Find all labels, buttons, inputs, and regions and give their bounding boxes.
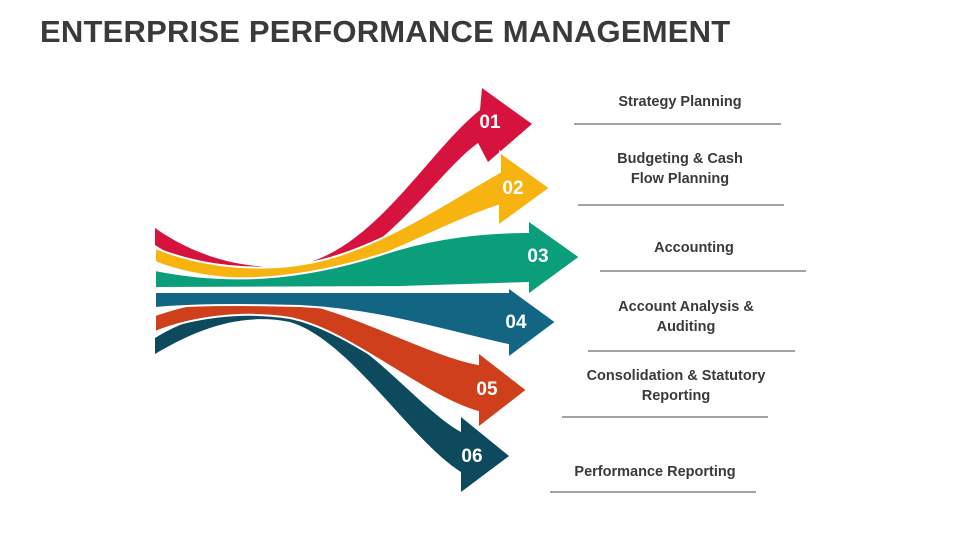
step-label: Flow Planning	[631, 171, 729, 187]
step-number: 06	[461, 446, 482, 467]
step-number: 03	[527, 246, 548, 267]
step-label: Strategy Planning	[618, 94, 741, 110]
title: ENTERPRISE PERFORMANCE MANAGEMENT	[40, 14, 731, 49]
arrow-01	[155, 88, 532, 277]
step-label: Reporting	[642, 388, 710, 404]
step-label: Accounting	[654, 240, 734, 256]
step-label: Account Analysis &	[618, 299, 754, 315]
step-label: Performance Reporting	[574, 464, 735, 480]
step-label: Consolidation & Statutory	[587, 368, 766, 384]
step-number: 05	[476, 379, 498, 400]
arrow-06	[155, 310, 509, 492]
step-number: 04	[505, 312, 527, 333]
arrow-04	[154, 285, 558, 360]
step-label: Auditing	[657, 319, 716, 335]
arrow-03	[154, 218, 582, 297]
step-number: 02	[502, 178, 523, 199]
step-number: 01	[479, 112, 501, 133]
step-label: Budgeting & Cash	[617, 151, 743, 167]
